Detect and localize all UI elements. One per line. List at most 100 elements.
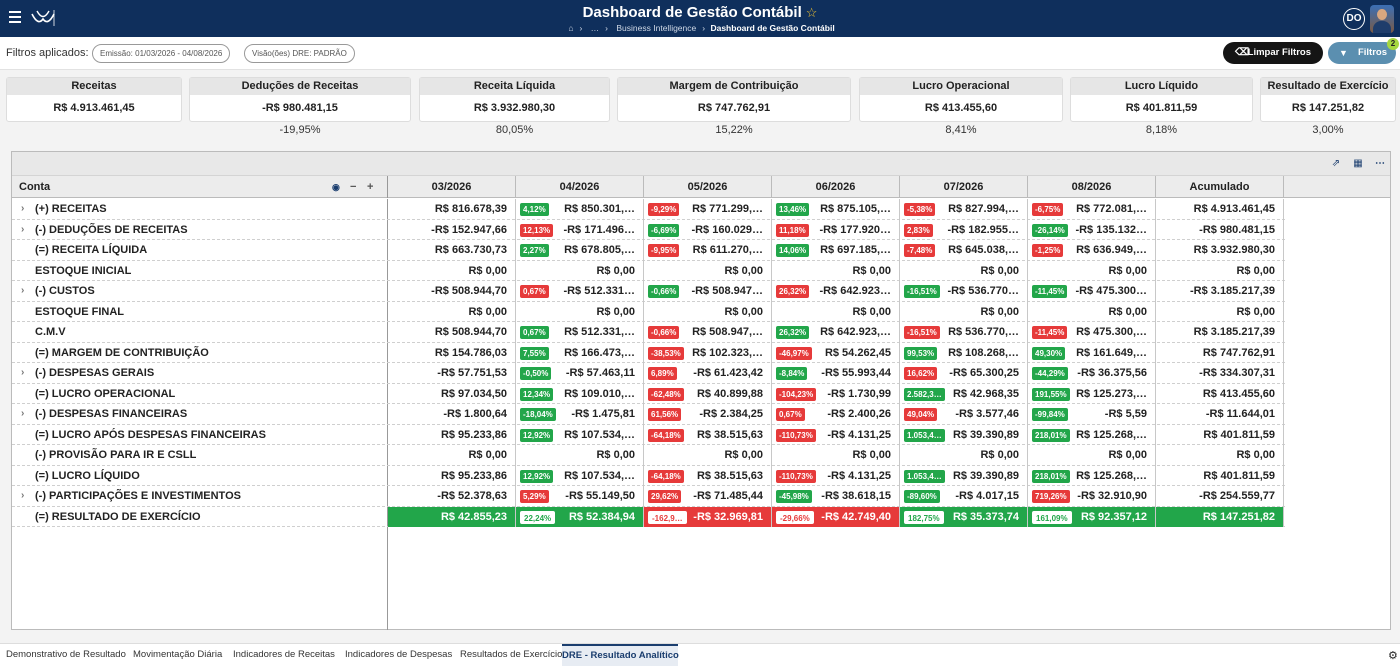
tab-0[interactable]: Demonstrativo de Resultado [6, 649, 126, 660]
table-cell[interactable]: 218,01% R$ 125.268,… [1028, 465, 1156, 486]
table-cell[interactable]: -44,29% -R$ 36.375,56 [1028, 363, 1156, 384]
table-cell[interactable]: R$ 0,00 [516, 445, 644, 466]
breadcrumb-more[interactable]: … [590, 23, 600, 33]
table-cell[interactable]: R$ 0,00 [644, 301, 772, 322]
table-cell[interactable]: -16,51% -R$ 536.770… [900, 281, 1028, 302]
table-cell[interactable]: 61,56% -R$ 2.384,25 [644, 404, 772, 425]
table-cell[interactable]: 99,53% R$ 108.268,… [900, 342, 1028, 363]
expand-chevron-icon[interactable]: › [21, 367, 25, 378]
table-cell[interactable]: -110,73% -R$ 4.131,25 [772, 424, 900, 445]
table-cell[interactable]: -R$ 980.481,15 [1156, 219, 1284, 240]
table-cell[interactable]: 12,92% R$ 107.534,… [516, 465, 644, 486]
column-header-03-2026[interactable]: 03/2026 [388, 176, 516, 198]
table-cell[interactable]: R$ 413.455,60 [1156, 383, 1284, 404]
table-cell[interactable]: 0,67% -R$ 512.331… [516, 281, 644, 302]
table-cell[interactable]: R$ 0,00 [900, 260, 1028, 281]
table-cell[interactable]: -0,66% R$ 508.947,… [644, 322, 772, 343]
table-cell[interactable]: -8,84% -R$ 55.993,44 [772, 363, 900, 384]
table-cell[interactable]: -9,95% R$ 611.270,… [644, 240, 772, 261]
table-cell[interactable]: R$ 0,00 [1028, 301, 1156, 322]
table-cell[interactable]: -11,45% -R$ 475.300… [1028, 281, 1156, 302]
expand-all-icon[interactable]: + [367, 181, 374, 193]
table-cell[interactable]: 191,55% R$ 125.273,… [1028, 383, 1156, 404]
filter-chip-visao[interactable]: Visão(ões) DRE: PADRÃO [244, 44, 355, 63]
table-cell[interactable]: -R$ 254.559,77 [1156, 486, 1284, 507]
tab-5[interactable]: DRE - Resultado Analítico [562, 644, 679, 666]
table-cell[interactable]: R$ 0,00 [1028, 260, 1156, 281]
table-cell[interactable]: -9,29% R$ 771.299,… [644, 199, 772, 220]
table-cell[interactable]: -38,53% R$ 102.323,… [644, 342, 772, 363]
table-cell[interactable]: -R$ 3.185.217,39 [1156, 281, 1284, 302]
collapse-all-icon[interactable]: − [350, 181, 357, 193]
table-cell[interactable]: 16,62% -R$ 65.300,25 [900, 363, 1028, 384]
table-cell[interactable]: 26,32% -R$ 642.923… [772, 281, 900, 302]
gear-icon[interactable]: ⚙ [1388, 650, 1398, 662]
table-cell[interactable]: 161,09% R$ 92.357,12 [1028, 506, 1156, 527]
table-cell[interactable]: R$ 0,00 [1156, 301, 1284, 322]
user-photo-avatar[interactable] [1370, 5, 1394, 33]
table-cell[interactable]: -R$ 52.378,63 [388, 486, 516, 507]
table-cell[interactable]: -162,9… -R$ 32.969,81 [644, 506, 772, 527]
table-cell[interactable]: -1,25% R$ 636.949,… [1028, 240, 1156, 261]
table-cell[interactable]: 2,83% -R$ 182.955… [900, 219, 1028, 240]
table-cell[interactable]: 0,67% -R$ 2.400,26 [772, 404, 900, 425]
table-cell[interactable]: -29,66% -R$ 42.749,40 [772, 506, 900, 527]
table-cell[interactable]: R$ 154.786,03 [388, 342, 516, 363]
table-cell[interactable]: 1.053,4… R$ 39.390,89 [900, 465, 1028, 486]
table-cell[interactable]: 22,24% R$ 52.384,94 [516, 506, 644, 527]
table-cell[interactable]: R$ 0,00 [1156, 260, 1284, 281]
filters-button[interactable]: ▼ Filtros [1328, 42, 1396, 64]
tab-3[interactable]: Indicadores de Despesas [345, 649, 453, 660]
table-cell[interactable]: 719,26% -R$ 32.910,90 [1028, 486, 1156, 507]
favorite-star-icon[interactable]: ☆ [805, 5, 818, 20]
table-cell[interactable]: -R$ 1.800,64 [388, 404, 516, 425]
table-cell[interactable]: 11,18% -R$ 177.920… [772, 219, 900, 240]
table-cell[interactable]: -5,38% R$ 827.994,… [900, 199, 1028, 220]
more-options-icon[interactable]: ⋯ [1375, 158, 1385, 169]
table-cell[interactable]: -104,23% -R$ 1.730,99 [772, 383, 900, 404]
table-cell[interactable]: -R$ 152.947,66 [388, 219, 516, 240]
table-cell[interactable]: -6,69% -R$ 160.029… [644, 219, 772, 240]
table-cell[interactable]: 49,30% R$ 161.649,… [1028, 342, 1156, 363]
table-cell[interactable]: 6,89% -R$ 61.423,42 [644, 363, 772, 384]
user-initials-avatar[interactable]: DO [1343, 8, 1365, 30]
table-cell[interactable]: R$ 0,00 [772, 260, 900, 281]
table-cell[interactable]: -0,66% -R$ 508.947… [644, 281, 772, 302]
home-icon[interactable]: ⌂ [568, 23, 574, 33]
table-cell[interactable]: R$ 401.811,59 [1156, 465, 1284, 486]
table-cell[interactable]: R$ 97.034,50 [388, 383, 516, 404]
expand-chevron-icon[interactable]: › [21, 203, 25, 214]
table-cell[interactable]: R$ 0,00 [772, 445, 900, 466]
table-cell[interactable]: R$ 663.730,73 [388, 240, 516, 261]
table-cell[interactable]: R$ 0,00 [772, 301, 900, 322]
tab-4[interactable]: Resultados de Exercício [460, 649, 563, 660]
export-icon[interactable]: ⇗ [1331, 158, 1341, 169]
breadcrumb-bi[interactable]: Business Intelligence [616, 23, 697, 33]
column-header-06-2026[interactable]: 06/2026 [772, 176, 900, 198]
table-cell[interactable]: 2.582,3… R$ 42.968,35 [900, 383, 1028, 404]
clear-filters-button[interactable]: ⌫ Limpar Filtros [1223, 42, 1323, 64]
column-header-04-2026[interactable]: 04/2026 [516, 176, 644, 198]
eye-icon[interactable]: ◉ [332, 182, 340, 192]
table-cell[interactable]: R$ 3.185.217,39 [1156, 322, 1284, 343]
table-cell[interactable]: R$ 4.913.461,45 [1156, 199, 1284, 220]
table-cell[interactable]: R$ 0,00 [900, 445, 1028, 466]
table-cell[interactable]: 1.053,4… R$ 39.390,89 [900, 424, 1028, 445]
menu-icon[interactable] [9, 11, 21, 23]
table-cell[interactable]: R$ 401.811,59 [1156, 424, 1284, 445]
table-cell[interactable]: -45,98% -R$ 38.618,15 [772, 486, 900, 507]
table-cell[interactable]: 2,27% R$ 678.805,… [516, 240, 644, 261]
table-cell[interactable]: R$ 0,00 [388, 260, 516, 281]
table-cell[interactable]: 26,32% R$ 642.923,… [772, 322, 900, 343]
table-cell[interactable]: -R$ 11.644,01 [1156, 404, 1284, 425]
table-cell[interactable]: R$ 0,00 [388, 301, 516, 322]
table-cell[interactable]: R$ 0,00 [516, 301, 644, 322]
table-cell[interactable]: -46,97% R$ 54.262,45 [772, 342, 900, 363]
table-cell[interactable]: 7,55% R$ 166.473,… [516, 342, 644, 363]
table-cell[interactable]: R$ 0,00 [644, 260, 772, 281]
table-cell[interactable]: R$ 147.251,82 [1156, 506, 1284, 527]
table-cell[interactable]: R$ 0,00 [1156, 445, 1284, 466]
tab-1[interactable]: Movimentação Diária [133, 649, 223, 660]
table-cell[interactable]: R$ 0,00 [388, 445, 516, 466]
table-cell[interactable]: R$ 508.944,70 [388, 322, 516, 343]
